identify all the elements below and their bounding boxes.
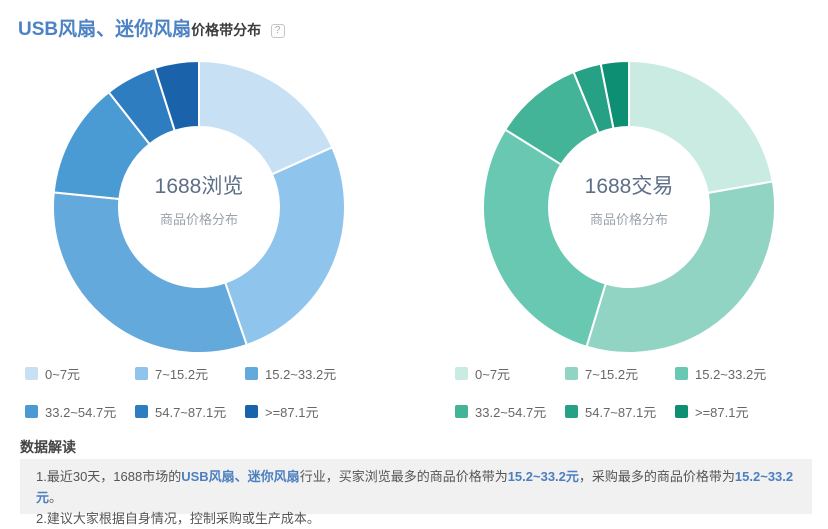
legend-label: >=87.1元	[265, 405, 319, 420]
legend-row: 33.2~54.7元 54.7~87.1元 >=87.1元	[25, 402, 385, 421]
insight-highlight-browse-band: 15.2~33.2元	[507, 469, 579, 484]
legend-item-band-1[interactable]: 0~7元	[25, 364, 125, 383]
donut-segment->=87.1元[interactable]	[599, 60, 630, 130]
legend-trade: 0~7元 7~15.2元 15.2~33.2元 33.2~54.7元 54.7~…	[455, 364, 815, 440]
legend-swatch	[245, 367, 258, 380]
legend-label: 54.7~87.1元	[585, 405, 657, 420]
legend-swatch	[675, 405, 688, 418]
legend-label: 7~15.2元	[155, 367, 209, 382]
legend-label: 0~7元	[475, 367, 511, 382]
insight-highlight-trade-band: 15.2~33.2元	[36, 469, 794, 505]
insight-heading: 数据解读	[20, 439, 76, 455]
help-icon[interactable]: ?	[270, 24, 285, 38]
insight-line-1: 1.最近30天，1688市场的USB风扇、迷你风扇行业，买家浏览最多的商品价格带…	[36, 466, 796, 508]
legend-label: 15.2~33.2元	[695, 367, 767, 382]
insight-text: 。	[49, 490, 63, 505]
donut-svg-trade	[482, 60, 776, 354]
legend-swatch	[675, 367, 688, 380]
legend-swatch	[135, 405, 148, 418]
legend-item-band-4[interactable]: 33.2~54.7元	[455, 402, 555, 421]
legend-swatch	[565, 405, 578, 418]
donut-chart-trade: 1688交易 商品价格分布	[482, 60, 776, 354]
legend-item-band-6[interactable]: >=87.1元	[675, 402, 775, 421]
donut-segment-15.2~33.2元[interactable]	[482, 128, 607, 348]
legend-item-band-5[interactable]: 54.7~87.1元	[565, 402, 665, 421]
legend-label: 33.2~54.7元	[475, 405, 547, 420]
legend-label: 7~15.2元	[585, 367, 639, 382]
insight-line-2: 2.建议大家根据自身情况，控制采购或生产成本。	[36, 511, 320, 526]
legend-swatch	[565, 367, 578, 380]
legend-swatch	[245, 405, 258, 418]
page-title-suffix: 价格带分布	[191, 22, 262, 38]
legend-label: 15.2~33.2元	[265, 367, 337, 382]
donut-svg-browse	[52, 60, 346, 354]
insight-highlight-category: USB风扇、迷你风扇	[181, 469, 300, 484]
legend-row: 0~7元 7~15.2元 15.2~33.2元	[25, 364, 385, 383]
legend-label: 54.7~87.1元	[155, 405, 227, 420]
legend-label: 33.2~54.7元	[45, 405, 117, 420]
legend-item-band-5[interactable]: 54.7~87.1元	[135, 402, 235, 421]
donut-segment-15.2~33.2元[interactable]	[52, 191, 248, 354]
insight-box: 1.最近30天，1688市场的USB风扇、迷你风扇行业，买家浏览最多的商品价格带…	[20, 459, 812, 526]
legend-item-band-1[interactable]: 0~7元	[455, 364, 555, 383]
legend-swatch	[135, 367, 148, 380]
legend-item-band-3[interactable]: 15.2~33.2元	[245, 364, 345, 383]
page-title-category: USB风扇、迷你风扇	[18, 19, 192, 40]
donut-segment->=87.1元[interactable]	[153, 60, 200, 132]
donut-segment-7~15.2元[interactable]	[224, 146, 346, 346]
legend-swatch	[455, 405, 468, 418]
legend-row: 0~7元 7~15.2元 15.2~33.2元	[455, 364, 815, 383]
insight-text: 1.最近30天，1688市场的	[36, 469, 182, 484]
legend-swatch	[25, 367, 38, 380]
donut-chart-browse: 1688浏览 商品价格分布	[52, 60, 346, 354]
donut-segment-7~15.2元[interactable]	[585, 180, 776, 354]
legend-item-band-2[interactable]: 7~15.2元	[135, 364, 235, 383]
legend-item-band-3[interactable]: 15.2~33.2元	[675, 364, 775, 383]
page-title: USB风扇、迷你风扇价格带分布 ?	[18, 14, 285, 41]
legend-label: >=87.1元	[695, 405, 749, 420]
legend-item-band-6[interactable]: >=87.1元	[245, 402, 345, 421]
legend-browse: 0~7元 7~15.2元 15.2~33.2元 33.2~54.7元 54.7~…	[25, 364, 385, 440]
legend-label: 0~7元	[45, 367, 81, 382]
insight-text: ，采购最多的商品价格带为	[578, 469, 735, 484]
legend-item-band-4[interactable]: 33.2~54.7元	[25, 402, 125, 421]
price-band-widget: USB风扇、迷你风扇价格带分布 ? 1688浏览 商品价格分布 1688交易 商…	[18, 14, 815, 526]
donut-segment-0~7元[interactable]	[628, 60, 774, 194]
legend-item-band-2[interactable]: 7~15.2元	[565, 364, 665, 383]
insight-text: 行业，买家浏览最多的商品价格带为	[299, 469, 508, 484]
legend-swatch	[25, 405, 38, 418]
legend-row: 33.2~54.7元 54.7~87.1元 >=87.1元	[455, 402, 815, 421]
legend-swatch	[455, 367, 468, 380]
